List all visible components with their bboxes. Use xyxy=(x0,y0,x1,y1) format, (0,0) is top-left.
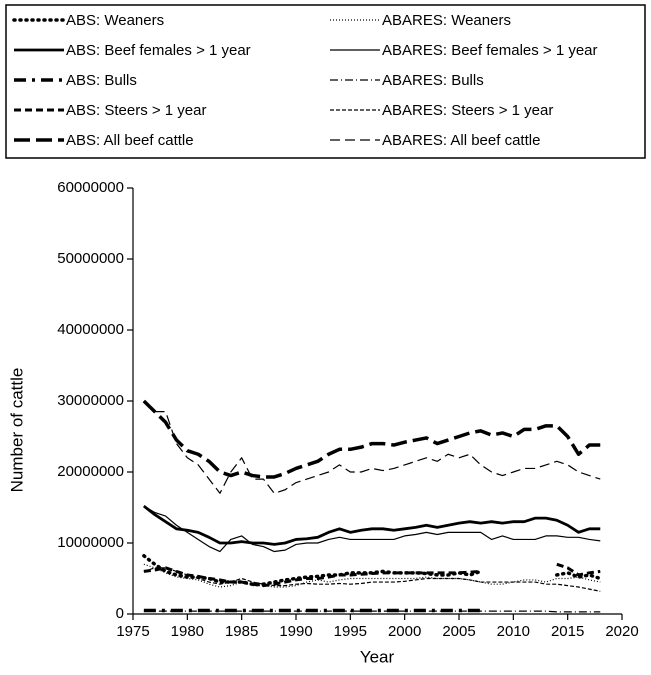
x-tick-label: 1980 xyxy=(171,623,204,640)
legend-label: ABS: Weaners xyxy=(66,12,164,29)
y-axis-label: Number of cattle xyxy=(7,368,26,493)
legend-label: ABARES: Steers > 1 year xyxy=(382,102,553,119)
series-line xyxy=(143,505,601,553)
y-tick-label: 30000000 xyxy=(57,392,124,409)
y-tick-label: 10000000 xyxy=(57,534,124,551)
legend-label: ABS: Beef females > 1 year xyxy=(66,42,251,59)
y-tick-label: 0 xyxy=(116,605,124,622)
legend-label: ABARES: Bulls xyxy=(382,72,484,89)
x-axis-label: Year xyxy=(360,647,395,666)
x-tick-label: 1995 xyxy=(334,623,367,640)
y-tick-label: 20000000 xyxy=(57,463,124,480)
x-tick-label: 2010 xyxy=(497,623,530,640)
series-line xyxy=(143,562,601,588)
y-tick-label: 40000000 xyxy=(57,321,124,338)
legend-label: ABS: Steers > 1 year xyxy=(66,102,207,119)
x-tick-label: 1990 xyxy=(279,623,312,640)
series-line xyxy=(143,504,601,546)
x-tick-label: 1985 xyxy=(225,623,258,640)
series-line xyxy=(142,399,601,479)
y-tick-label: 50000000 xyxy=(57,250,124,267)
series-line xyxy=(143,567,601,592)
legend-label: ABARES: Beef females > 1 year xyxy=(382,42,598,59)
legend-label: ABARES: All beef cattle xyxy=(382,132,540,149)
x-tick-label: 1975 xyxy=(116,623,149,640)
legend-box xyxy=(5,4,646,159)
x-tick-label: 2000 xyxy=(388,623,421,640)
legend-label: ABARES: Weaners xyxy=(382,12,511,29)
legend-label: ABS: All beef cattle xyxy=(66,132,194,149)
y-tick-label: 60000000 xyxy=(57,179,124,196)
x-tick-label: 2020 xyxy=(605,623,638,640)
legend-label: ABS: Bulls xyxy=(66,72,137,89)
series-line xyxy=(143,563,601,588)
x-tick-label: 2015 xyxy=(551,623,584,640)
series-line xyxy=(143,400,601,494)
series-line xyxy=(143,610,601,613)
x-tick-label: 2005 xyxy=(442,623,475,640)
